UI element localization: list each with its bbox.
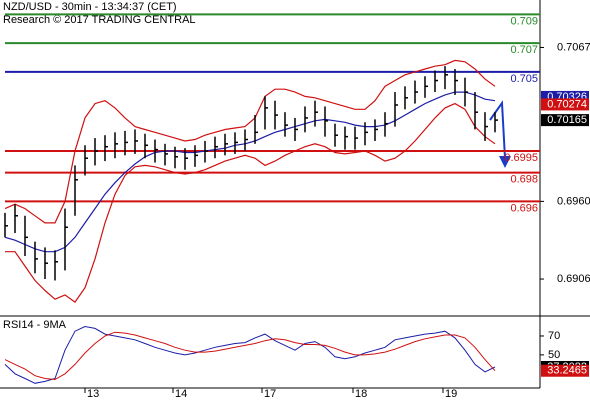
rsi-title: RSI14 - 9MA	[3, 319, 67, 331]
chart-title: NZD/USD - 30min - 13:34:37 (CET)	[3, 1, 177, 13]
level-label: 0.705	[510, 73, 538, 85]
price-label-box	[541, 364, 589, 377]
price-label-box	[541, 98, 589, 111]
x-tick-label: 13	[87, 388, 99, 400]
level-label: 0.6995	[504, 152, 538, 164]
level-label: 0.696	[510, 202, 538, 214]
price-label: 33.2465	[547, 365, 587, 377]
y-tick-label: 0.6906	[557, 273, 590, 285]
price-label: 0.70165	[547, 114, 587, 126]
indicator-line	[4, 325, 496, 384]
x-tick-label: 14	[175, 388, 187, 400]
price-label-box	[541, 114, 589, 127]
level-label: 0.698	[510, 174, 538, 186]
y-tick-label: 70	[548, 330, 560, 342]
y-tick-label: 0.6960	[557, 195, 590, 207]
indicator-line	[4, 59, 496, 224]
indicator-line	[4, 91, 496, 253]
level-label: 0.707	[510, 44, 538, 56]
indicator-line	[4, 331, 496, 381]
arrow-line	[489, 100, 506, 159]
x-tick-label: 19	[445, 388, 457, 400]
y-tick-label: 50	[548, 349, 560, 361]
projection-arrow	[489, 100, 511, 168]
y-tick-label: 0.7067	[557, 41, 590, 53]
chart-subtitle: Research © 2017 TRADING CENTRAL	[3, 14, 196, 26]
arrow-head	[499, 156, 511, 168]
indicator-line	[5, 102, 496, 303]
x-tick-label: 17	[264, 388, 276, 400]
price-label: 0.70274	[547, 98, 587, 110]
x-tick-label: 18	[355, 388, 367, 400]
level-label: 0.709	[510, 15, 538, 27]
